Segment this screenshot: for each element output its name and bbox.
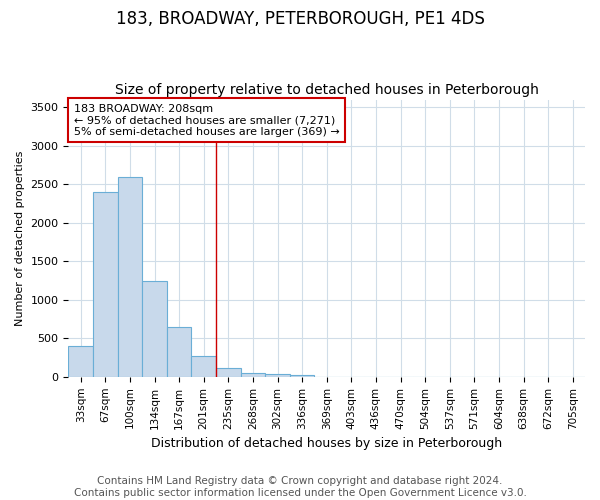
Title: Size of property relative to detached houses in Peterborough: Size of property relative to detached ho… (115, 83, 539, 97)
Text: 183, BROADWAY, PETERBOROUGH, PE1 4DS: 183, BROADWAY, PETERBOROUGH, PE1 4DS (116, 10, 484, 28)
Bar (191, 356, 216, 377)
Text: Contains HM Land Registry data © Crown copyright and database right 2024.
Contai: Contains HM Land Registry data © Crown c… (74, 476, 526, 498)
Bar (290, 374, 314, 377)
Bar (118, 176, 142, 377)
X-axis label: Distribution of detached houses by size in Peterborough: Distribution of detached houses by size … (151, 437, 502, 450)
Y-axis label: Number of detached properties: Number of detached properties (15, 150, 25, 326)
Bar (68, 346, 93, 377)
Bar (265, 374, 290, 377)
Bar (93, 192, 118, 377)
Bar (241, 372, 265, 377)
Text: 183 BROADWAY: 208sqm
← 95% of detached houses are smaller (7,271)
5% of semi-det: 183 BROADWAY: 208sqm ← 95% of detached h… (74, 104, 340, 137)
Bar (142, 280, 167, 377)
Bar (167, 327, 191, 377)
Bar (216, 368, 241, 377)
